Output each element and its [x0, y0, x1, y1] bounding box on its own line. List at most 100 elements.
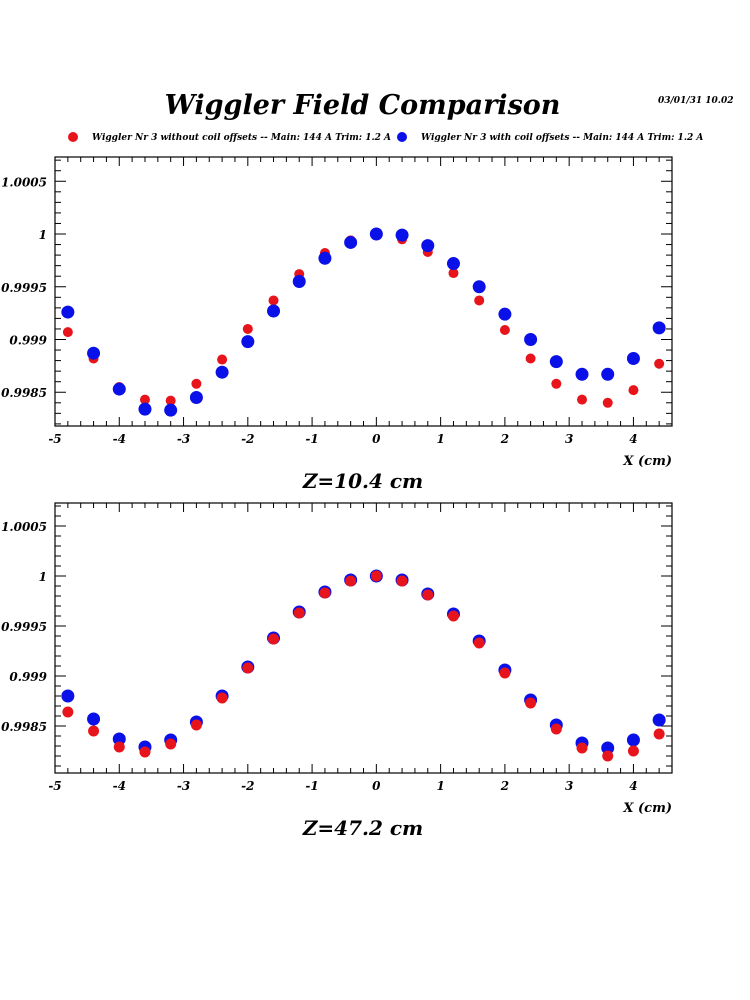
x-tick-label: 1 — [436, 432, 444, 446]
data-point-without-offsets — [525, 353, 536, 364]
data-point-without-offsets — [627, 745, 639, 757]
data-point-without-offsets — [551, 378, 562, 389]
data-point-without-offsets — [473, 637, 485, 649]
data-point-with-offsets — [446, 257, 460, 271]
data-point-with-offsets — [318, 251, 332, 265]
x-tick-label: -2 — [241, 432, 254, 446]
data-point-with-offsets — [652, 321, 666, 335]
x-tick-label: 4 — [629, 779, 637, 793]
data-point-with-offsets — [652, 713, 666, 727]
data-point-without-offsets — [217, 354, 228, 365]
data-point-without-offsets — [319, 587, 331, 599]
x-tick-label: 3 — [565, 432, 573, 446]
data-point-without-offsets — [396, 575, 408, 587]
y-tick-label: 0.9985 — [1, 386, 47, 400]
data-point-without-offsets — [139, 394, 150, 405]
data-point-without-offsets — [370, 570, 382, 582]
x-tick-label: -3 — [177, 779, 190, 793]
data-point-without-offsets — [448, 268, 459, 279]
y-tick-label: 1 — [39, 228, 47, 242]
data-point-without-offsets — [62, 706, 74, 718]
panel-z-47-2: -5 -4 -3 -2 -1 0 1 2 3 4 0.9985 0.999 0.9995 1 1.0005 X… — [1, 502, 673, 840]
data-point-without-offsets — [628, 385, 639, 396]
data-point-without-offsets — [62, 327, 73, 338]
data-point-without-offsets — [499, 325, 510, 336]
panel-z-10-4: -5 -4 -3 -2 -1 0 1 2 3 4 0.9985 0.999 0.9995 1 1.0005 X… — [1, 156, 673, 493]
data-point-with-offsets — [472, 280, 486, 294]
data-point-without-offsets — [268, 295, 279, 306]
x-tick-label: 3 — [565, 779, 573, 793]
data-point-with-offsets — [601, 367, 615, 381]
legend-marker-without-offsets — [68, 132, 78, 142]
data-point-without-offsets — [268, 633, 280, 645]
y-tick-label: 0.999 — [9, 670, 47, 684]
x-tick-label: 2 — [500, 432, 509, 446]
y-tick-label: 1.0005 — [1, 520, 47, 534]
data-point-with-offsets — [241, 335, 255, 349]
data-point-without-offsets — [525, 697, 537, 709]
data-point-without-offsets — [165, 395, 176, 406]
x-tick-label: -5 — [48, 779, 61, 793]
data-point-without-offsets — [165, 738, 177, 750]
x-tick-label: 1 — [436, 779, 444, 793]
data-point-without-offsets — [191, 378, 202, 389]
data-point-without-offsets — [474, 295, 485, 306]
plot-frame — [54, 156, 673, 427]
data-point-without-offsets — [602, 750, 614, 762]
y-tick-label: 0.999 — [9, 333, 47, 347]
data-point-without-offsets — [242, 323, 253, 334]
legend-marker-with-offsets — [397, 132, 407, 142]
data-point-with-offsets — [164, 403, 178, 417]
data-point-without-offsets — [190, 719, 202, 731]
data-point-with-offsets — [189, 391, 203, 405]
y-tick-label: 0.9995 — [1, 620, 47, 634]
x-axis-label: X (cm) — [622, 454, 672, 469]
data-point-without-offsets — [577, 394, 588, 405]
x-tick-label: -2 — [241, 779, 254, 793]
data-point-with-offsets — [215, 365, 229, 379]
data-point-without-offsets — [447, 610, 459, 622]
data-point-with-offsets — [575, 367, 589, 381]
data-point-without-offsets — [576, 742, 588, 754]
data-point-with-offsets — [369, 227, 383, 241]
data-point-without-offsets — [113, 741, 125, 753]
legend-label-with-offsets: Wiggler Nr 3 with coil offsets -- Main: … — [421, 133, 703, 143]
data-point-with-offsets — [87, 346, 101, 360]
x-tick-label: -3 — [177, 432, 190, 446]
x-tick-label: 0 — [372, 432, 381, 446]
data-point-without-offsets — [293, 607, 305, 619]
data-point-without-offsets — [654, 358, 665, 369]
data-point-with-offsets — [626, 733, 640, 747]
data-point-with-offsets — [112, 382, 126, 396]
data-point-with-offsets — [292, 274, 306, 288]
chart-title: Wiggler Field Comparison — [164, 90, 561, 121]
panel-title: Z=47.2 cm — [302, 816, 423, 840]
data-point-with-offsets — [626, 351, 640, 365]
data-point-without-offsets — [88, 725, 100, 737]
panel-title: Z=10.4 cm — [302, 469, 423, 493]
data-point-without-offsets — [653, 728, 665, 740]
data-point-with-offsets — [549, 355, 563, 369]
legend-label-without-offsets: Wiggler Nr 3 without coil offsets -- Mai… — [92, 133, 391, 143]
x-tick-label: -4 — [113, 432, 126, 446]
data-point-with-offsets — [61, 689, 75, 703]
data-point-without-offsets — [216, 692, 228, 704]
data-point-without-offsets — [550, 723, 562, 735]
x-tick-label: 4 — [629, 432, 637, 446]
data-point-without-offsets — [139, 746, 151, 758]
data-point-with-offsets — [498, 307, 512, 321]
y-tick-label: 0.9995 — [1, 281, 47, 295]
data-point-without-offsets — [345, 575, 357, 587]
plot-frame — [54, 502, 673, 774]
data-point-with-offsets — [344, 235, 358, 249]
data-point-with-offsets — [267, 304, 281, 318]
x-axis-label: X (cm) — [622, 801, 672, 816]
y-tick-label: 1.0005 — [1, 175, 47, 189]
data-point-with-offsets — [601, 741, 615, 755]
legend: Wiggler Nr 3 without coil offsets -- Mai… — [68, 132, 703, 143]
data-point-with-offsets — [524, 332, 538, 346]
data-point-with-offsets — [421, 239, 435, 253]
data-point-with-offsets — [87, 712, 101, 726]
x-tick-label: -1 — [305, 779, 318, 793]
y-tick-label: 0.9985 — [1, 720, 47, 734]
